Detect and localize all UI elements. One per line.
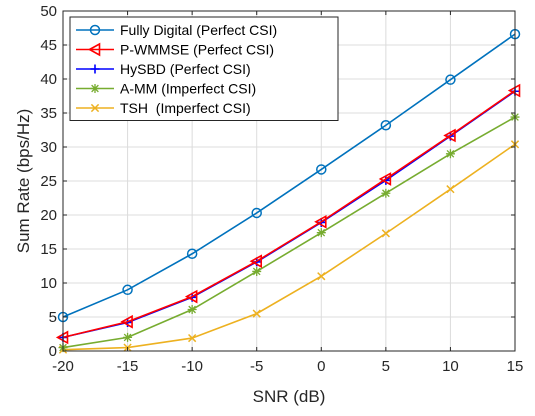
legend-entry: P-WMMSE (Perfect CSI) — [76, 42, 274, 58]
y-tick-label: 45 — [40, 37, 57, 54]
data-point — [443, 128, 456, 143]
data-point — [381, 188, 391, 198]
x-tick-label: -15 — [117, 358, 139, 375]
y-tick-label: 30 — [40, 139, 57, 156]
y-tick-label: 40 — [40, 71, 57, 88]
data-point — [317, 272, 326, 281]
legend-marker — [90, 103, 100, 113]
legend: Fully Digital (Perfect CSI) P-WMMSE (Perf… — [69, 16, 339, 121]
legend-label: TSH (Imperfect CSI) — [120, 100, 251, 116]
legend-box — [69, 16, 339, 121]
series-line — [62, 90, 516, 339]
legend-label: A-MM (Imperfect CSI) — [120, 81, 256, 97]
legend-label: Fully Digital (Perfect CSI) — [120, 22, 277, 38]
y-axis-label: Sum Rate (bps/Hz) — [14, 109, 33, 254]
y-tick-label: 5 — [49, 309, 57, 326]
x-tick-label: -20 — [52, 358, 74, 375]
data-point — [187, 305, 197, 315]
data-point — [120, 314, 133, 329]
legend-marker — [90, 84, 100, 93]
data-point — [186, 248, 198, 260]
x-tick-label: 15 — [507, 358, 524, 375]
data-point — [316, 164, 327, 175]
data-point — [381, 229, 390, 238]
y-tick-label: 50 — [40, 3, 57, 20]
data-point — [123, 332, 133, 342]
x-tick-label: -5 — [250, 358, 263, 375]
series-group — [55, 28, 521, 354]
legend-entry: TSH (Imperfect CSI) — [76, 100, 251, 116]
legend-entry: A-MM (Imperfect CSI) — [76, 81, 256, 97]
series-line — [62, 116, 516, 349]
legend-label: P-WMMSE (Perfect CSI) — [120, 42, 274, 58]
legend-label: HySBD (Perfect CSI) — [120, 61, 251, 77]
y-tick-label: 0 — [49, 343, 57, 360]
y-tick-label: 35 — [40, 105, 57, 122]
y-tick-label: 15 — [40, 241, 57, 258]
series-line — [62, 143, 516, 351]
x-tick-label: 0 — [317, 358, 325, 375]
x-tick-label: -10 — [181, 358, 203, 375]
data-point — [188, 333, 197, 343]
data-point — [249, 254, 263, 269]
y-tick-label: 10 — [40, 275, 57, 292]
data-point — [445, 149, 455, 159]
data-point — [445, 74, 456, 85]
data-point — [252, 266, 262, 276]
data-point — [314, 214, 327, 229]
x-tick-label: 10 — [442, 358, 459, 375]
y-tick-label: 20 — [40, 207, 57, 224]
data-point — [252, 309, 261, 318]
data-point — [378, 172, 392, 186]
series-line — [62, 33, 516, 318]
data-point — [251, 207, 262, 219]
data-point — [380, 119, 392, 131]
series-line — [62, 89, 516, 339]
data-point — [316, 228, 326, 238]
legend-marker — [90, 64, 100, 74]
legend-marker — [87, 42, 101, 57]
legend-marker — [89, 24, 101, 36]
legend-entry: Fully Digital (Perfect CSI) — [76, 22, 277, 38]
series-1 — [55, 83, 521, 345]
y-tick-label: 25 — [40, 173, 57, 190]
x-tick-label: 5 — [382, 358, 390, 375]
data-point — [184, 289, 198, 304]
data-point — [446, 185, 455, 194]
legend-entry: HySBD (Perfect CSI) — [76, 61, 251, 77]
data-point — [122, 284, 133, 296]
axis-ticks: -20 -15 -10 -5 0 5 10 15 0 5 10 15 20 25 30 35 40 45 50 — [40, 3, 523, 375]
x-axis-label: SNR (dB) — [253, 387, 326, 406]
